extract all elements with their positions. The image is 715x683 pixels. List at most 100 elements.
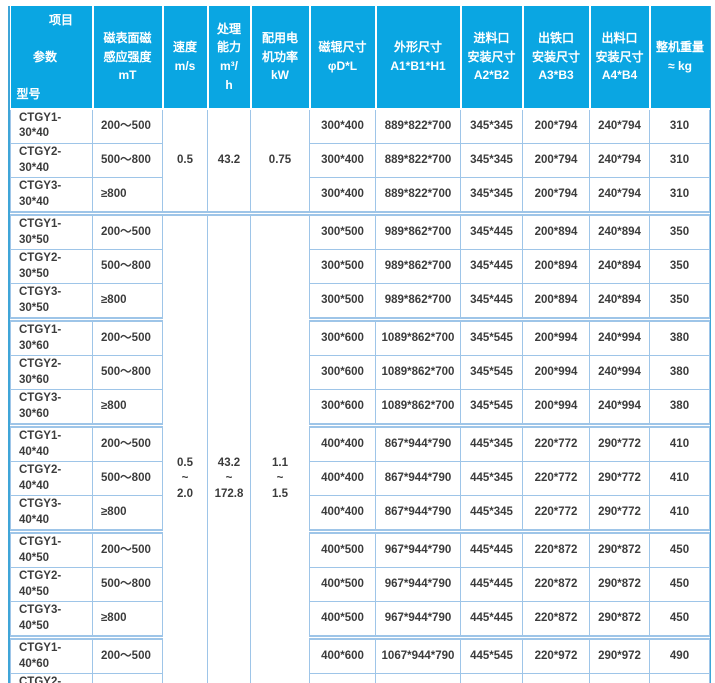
roller-cell: 400*500 [309,529,376,569]
mt-cell: 200～500 [92,317,163,357]
dims-cell: 989*862*700 [375,249,461,285]
iron-cell: 220*972 [522,673,590,683]
roller-cell: 300*600 [309,355,376,391]
model-cell: CTGY3-30*40 [10,177,93,215]
roller-cell: 400*500 [309,601,376,639]
iron-cell: 220*872 [522,567,590,603]
discharge-cell: 290*872 [589,529,650,569]
discharge-cell: 290*772 [589,495,650,533]
capacity-cell: 43.2 [207,108,251,215]
weight-cell: 410 [649,495,710,533]
discharge-cell: 240*894 [589,211,650,251]
model-cell: CTGY1-30*50 [10,211,93,251]
roller-cell: 400*600 [309,673,376,683]
col-header-iron: 出铁口 安装尺寸 A3*B3 [521,6,591,110]
feed-cell: 445*345 [460,461,523,497]
corner-box: 项目 参数 型号 [15,11,88,104]
iron-cell: 200*794 [522,177,590,215]
dims-cell: 989*862*700 [375,283,461,321]
mt-cell: 500～800 [92,461,163,497]
feed-cell: 445*445 [460,567,523,603]
dims-cell: 1089*862*700 [375,389,461,427]
feed-cell: 345*545 [460,317,523,357]
table-row: CTGY1-30*50 200～500 0.5 ~ 2.0 43.2 ~ 172.8 1… [10,211,710,683]
roller-cell: 400*400 [309,495,376,533]
roller-cell: 400*500 [309,567,376,603]
feed-cell: 345*545 [460,389,523,427]
mt-cell: 500～800 [92,673,163,683]
weight-cell: 410 [649,461,710,497]
discharge-cell: 240*794 [589,142,650,179]
model-cell: CTGY1-40*60 [10,635,93,675]
col-header-roller: 磁辊尺寸 φD*L [308,6,377,110]
roller-cell: 300*400 [309,177,376,215]
capacity-cell: 43.2 ~ 172.8 [207,211,251,683]
weight-cell: 490 [649,673,710,683]
mt-cell: ≥800 [92,601,163,639]
weight-cell: 380 [649,389,710,427]
feed-cell: 345*345 [460,108,523,144]
model-cell: CTGY1-40*40 [10,423,93,463]
col-header-power: 配用电 机功率 kW [249,6,311,110]
model-cell: CTGY1-30*60 [10,317,93,357]
table-row: CTGY1-40*50 200～500 400*500 967*944*790 445*… [10,529,710,569]
model-cell: CTGY2-30*60 [10,355,93,391]
weight-cell: 450 [649,567,710,603]
mt-cell: 500～800 [92,567,163,603]
weight-cell: 310 [649,108,710,144]
weight-cell: 350 [649,283,710,321]
discharge-cell: 290*972 [589,673,650,683]
dims-cell: 889*822*700 [375,108,461,144]
iron-cell: 200*994 [522,355,590,391]
iron-cell: 220*872 [522,529,590,569]
weight-cell: 410 [649,423,710,463]
power-cell: 0.75 [250,108,310,215]
discharge-cell: 290*772 [589,423,650,463]
discharge-cell: 240*994 [589,389,650,427]
table-row: CTGY3-40*50 ≥800 400*500 967*944*790 445*445… [10,601,710,639]
dims-cell: 1089*862*700 [375,355,461,391]
mt-cell: ≥800 [92,495,163,533]
dims-cell: 967*944*790 [375,567,461,603]
feed-cell: 345*445 [460,283,523,321]
table-row: CTGY2-40*40 500～800 400*400 867*944*790 445*… [10,461,710,497]
spec-table: 项目 参数 型号 磁表面磁 感应强度 mT 速度 m/s 处理 能力 m³/ h… [10,6,710,683]
model-cell: CTGY3-40*50 [10,601,93,639]
col-header-speed: 速度 m/s [161,6,209,110]
discharge-cell: 240*894 [589,249,650,285]
roller-cell: 400*400 [309,423,376,463]
table-row: CTGY2-30*60 500～800 300*600 1089*862*700 345… [10,355,710,391]
speed-cell: 0.5 ~ 2.0 [162,211,208,683]
corner-label-model: 型号 [16,87,41,102]
discharge-cell: 290*772 [589,461,650,497]
feed-cell: 445*345 [460,423,523,463]
weight-cell: 450 [649,529,710,569]
iron-cell: 220*872 [522,601,590,639]
mt-cell: ≥800 [92,283,163,321]
mt-cell: 200～500 [92,529,163,569]
dims-cell: 1067*944*790 [375,635,461,675]
dims-cell: 867*944*790 [375,423,461,463]
iron-cell: 200*994 [522,389,590,427]
table-row: CTGY1-40*40 200～500 400*400 867*944*790 445*… [10,423,710,463]
dims-cell: 867*944*790 [375,495,461,533]
table-row: CTGY2-30*50 500～800 300*500 989*862*700 345*… [10,249,710,285]
feed-cell: 445*545 [460,635,523,675]
corner-header-cell: 项目 参数 型号 [10,6,94,110]
spec-table-body: CTGY1-30*40 200～500 0.5 43.2 0.75 300*400 889*… [10,108,710,683]
discharge-cell: 240*894 [589,283,650,321]
iron-cell: 220*772 [522,423,590,463]
discharge-cell: 240*994 [589,317,650,357]
weight-cell: 450 [649,601,710,639]
model-cell: CTGY2-30*40 [10,142,93,179]
feed-cell: 345*345 [460,177,523,215]
discharge-cell: 290*872 [589,567,650,603]
corner-label-param: 参数 [32,50,57,65]
iron-cell: 200*994 [522,317,590,357]
table-row: CTGY3-40*40 ≥800 400*400 867*944*790 445*345… [10,495,710,533]
roller-cell: 300*500 [309,249,376,285]
feed-cell: 345*345 [460,142,523,179]
mt-cell: 500～800 [92,249,163,285]
discharge-cell: 240*994 [589,355,650,391]
